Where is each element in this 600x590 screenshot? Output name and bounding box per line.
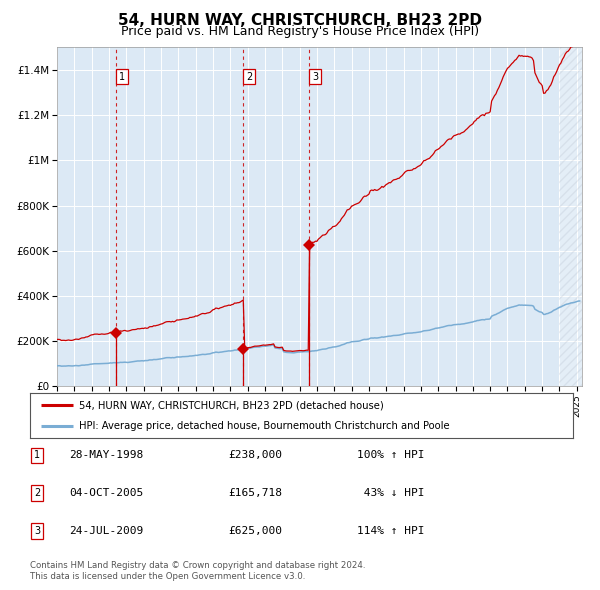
Text: Contains HM Land Registry data © Crown copyright and database right 2024.: Contains HM Land Registry data © Crown c…: [30, 561, 365, 570]
Text: 43% ↓ HPI: 43% ↓ HPI: [357, 488, 425, 497]
Text: 114% ↑ HPI: 114% ↑ HPI: [357, 526, 425, 536]
Text: 3: 3: [312, 71, 318, 81]
Text: 04-OCT-2005: 04-OCT-2005: [69, 488, 143, 497]
Text: 1: 1: [119, 71, 125, 81]
Bar: [559, 47, 586, 386]
Text: 54, HURN WAY, CHRISTCHURCH, BH23 2PD: 54, HURN WAY, CHRISTCHURCH, BH23 2PD: [118, 13, 482, 28]
Text: 2: 2: [246, 71, 252, 81]
Text: £238,000: £238,000: [228, 451, 282, 460]
Text: £165,718: £165,718: [228, 488, 282, 497]
Text: 28-MAY-1998: 28-MAY-1998: [69, 451, 143, 460]
Text: 54, HURN WAY, CHRISTCHURCH, BH23 2PD (detached house): 54, HURN WAY, CHRISTCHURCH, BH23 2PD (de…: [79, 400, 383, 410]
Text: Price paid vs. HM Land Registry's House Price Index (HPI): Price paid vs. HM Land Registry's House …: [121, 25, 479, 38]
Text: 1: 1: [34, 451, 40, 460]
Text: 3: 3: [34, 526, 40, 536]
Text: This data is licensed under the Open Government Licence v3.0.: This data is licensed under the Open Gov…: [30, 572, 305, 581]
Text: 24-JUL-2009: 24-JUL-2009: [69, 526, 143, 536]
Text: £625,000: £625,000: [228, 526, 282, 536]
Text: 100% ↑ HPI: 100% ↑ HPI: [357, 451, 425, 460]
Text: HPI: Average price, detached house, Bournemouth Christchurch and Poole: HPI: Average price, detached house, Bour…: [79, 421, 449, 431]
Text: 2: 2: [34, 488, 40, 497]
